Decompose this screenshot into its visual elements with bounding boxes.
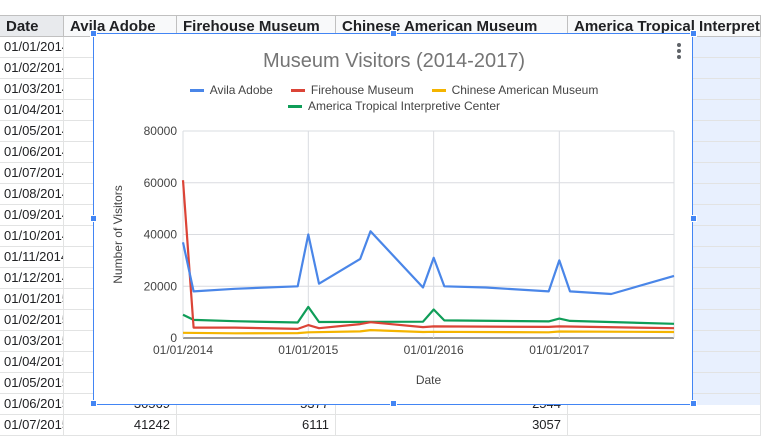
- date-cell[interactable]: 01/07/2015: [0, 415, 64, 436]
- resize-handle-top-right[interactable]: [690, 30, 697, 37]
- series-line-avila-adobe: [181, 230, 675, 296]
- date-cell[interactable]: 01/01/2015: [0, 289, 64, 310]
- column-header-tropical[interactable]: America Tropical Interpret: [568, 15, 761, 37]
- legend-item-tropical[interactable]: America Tropical Interpretive Center: [287, 99, 500, 113]
- y-tick-label: 60000: [144, 176, 178, 190]
- value-cell[interactable]: 6111: [177, 415, 336, 436]
- resize-handle-left[interactable]: [90, 215, 97, 222]
- date-cell[interactable]: 01/02/2014: [0, 58, 64, 79]
- resize-handle-top[interactable]: [390, 30, 397, 37]
- date-cell[interactable]: 01/10/2014: [0, 226, 64, 247]
- value-cell[interactable]: 41242: [64, 415, 177, 436]
- legend-row-1: Avila Adobe Firehouse Museum Chinese Ame…: [94, 83, 694, 97]
- date-cell[interactable]: 01/06/2014: [0, 142, 64, 163]
- column-header-date[interactable]: Date: [0, 15, 64, 37]
- y-tick-label: 40000: [144, 228, 178, 242]
- value-cell[interactable]: 3057: [336, 415, 568, 436]
- resize-handle-bottom-left[interactable]: [90, 400, 97, 407]
- legend-item-firehouse[interactable]: Firehouse Museum: [290, 83, 414, 97]
- x-tick-label: 01/01/2017: [529, 343, 589, 357]
- legend-item-avila[interactable]: Avila Adobe: [189, 83, 273, 97]
- x-axis-label: Date: [416, 373, 442, 387]
- date-cell[interactable]: 01/03/2015: [0, 331, 64, 352]
- y-tick-label: 0: [170, 331, 177, 345]
- resize-handle-bottom[interactable]: [390, 400, 397, 407]
- date-cell[interactable]: 01/03/2014: [0, 79, 64, 100]
- value-cell[interactable]: [568, 415, 761, 436]
- date-cell[interactable]: 01/08/2014: [0, 184, 64, 205]
- date-cell[interactable]: 01/04/2014: [0, 100, 64, 121]
- series-line-firehouse-museum: [181, 180, 675, 330]
- date-cell[interactable]: 01/11/2014: [0, 247, 64, 268]
- embedded-chart[interactable]: Museum Visitors (2014-2017) Avila Adobe …: [90, 30, 697, 407]
- series-line-america-tropical-interpretive-center: [182, 305, 675, 325]
- resize-handle-top-left[interactable]: [90, 30, 97, 37]
- x-tick-label: 01/01/2016: [404, 343, 464, 357]
- chart-title: Museum Visitors (2014-2017): [263, 50, 525, 72]
- legend-row-2: America Tropical Interpretive Center: [94, 99, 694, 113]
- y-tick-label: 20000: [144, 279, 178, 293]
- resize-handle-right[interactable]: [690, 215, 697, 222]
- y-tick-label: 80000: [144, 124, 178, 138]
- date-cell[interactable]: 01/09/2014: [0, 205, 64, 226]
- legend-item-chinese[interactable]: Chinese American Museum: [431, 83, 598, 97]
- date-cell[interactable]: 01/01/2014: [0, 37, 64, 58]
- y-axis-label: Number of Visitors: [111, 185, 125, 283]
- date-cell[interactable]: 01/04/2015: [0, 352, 64, 373]
- date-cell[interactable]: 01/12/2014: [0, 268, 64, 289]
- series-line-chinese-american-museum: [182, 329, 675, 335]
- date-cell[interactable]: 01/07/2014: [0, 163, 64, 184]
- resize-handle-bottom-right[interactable]: [690, 400, 697, 407]
- date-cell[interactable]: 01/06/2015: [0, 394, 64, 415]
- date-cell[interactable]: 01/02/2015: [0, 310, 64, 331]
- kebab-menu-icon[interactable]: [676, 42, 682, 62]
- date-cell[interactable]: 01/05/2014: [0, 121, 64, 142]
- x-tick-label: 01/01/2014: [153, 343, 213, 357]
- x-tick-label: 01/01/2015: [278, 343, 338, 357]
- date-cell[interactable]: 01/05/2015: [0, 373, 64, 394]
- table-row: 01/07/2015 41242 6111 3057: [0, 415, 761, 436]
- chart-plot-area: 0 20000 40000 60000 80000 01/01/2014 01/01/201…: [111, 124, 675, 387]
